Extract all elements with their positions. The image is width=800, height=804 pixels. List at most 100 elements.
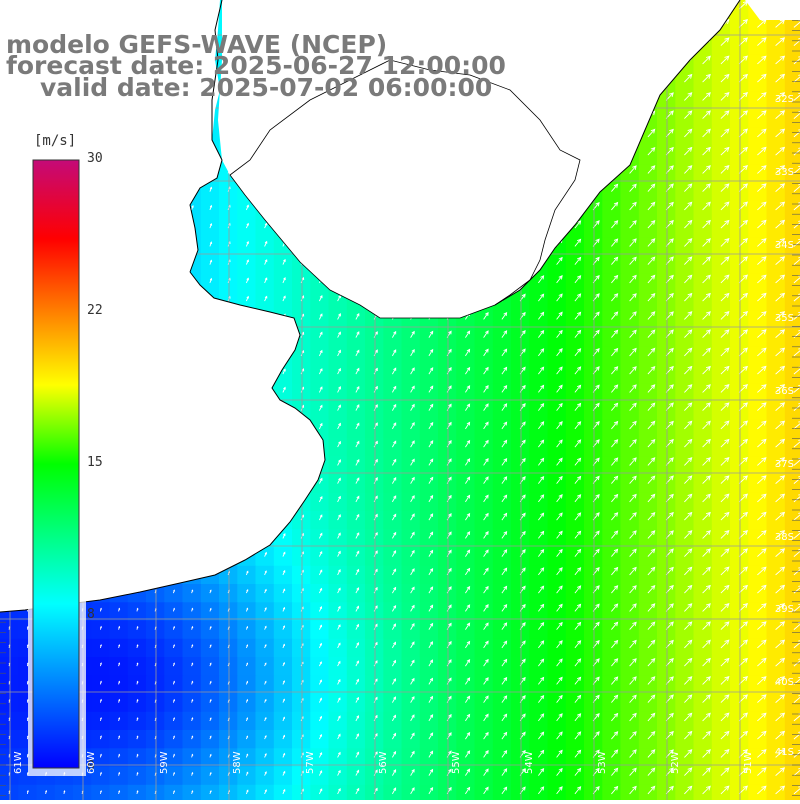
wind-arrow-head <box>448 586 452 590</box>
field-cell <box>383 638 403 658</box>
wind-arrow-head <box>540 275 545 280</box>
wind-arrow <box>410 550 415 557</box>
wind-arrow <box>556 403 563 411</box>
field-cell <box>511 438 530 457</box>
field-cell <box>511 346 530 366</box>
wind-arrow-head <box>687 347 693 353</box>
field-cell <box>602 456 622 476</box>
field-cell <box>638 310 658 330</box>
wind-arrow <box>483 586 489 594</box>
wind-arrow <box>793 313 800 320</box>
wind-arrow <box>738 585 748 594</box>
wind-arrow-head <box>687 128 693 134</box>
field-cell <box>346 784 366 804</box>
wind-arrow-head <box>669 165 674 171</box>
wind-arrow <box>738 274 748 284</box>
field-cell <box>346 711 366 731</box>
wind-arrow <box>684 128 693 138</box>
field-cell <box>237 675 257 695</box>
field-cell <box>675 164 695 184</box>
wind-arrow <box>757 402 767 411</box>
wind-arrow <box>629 494 637 503</box>
field-cell <box>365 474 384 494</box>
wind-arrow-head <box>687 365 693 371</box>
field-cell <box>675 328 695 348</box>
wind-arrow <box>757 220 767 229</box>
field-cell <box>419 438 439 457</box>
field-cell <box>602 401 622 421</box>
wind-arrow-head <box>613 457 619 462</box>
wind-arrow <box>556 421 563 430</box>
field-cell <box>383 383 403 403</box>
wind-arrow-head <box>100 607 102 610</box>
wind-arrow <box>410 459 415 466</box>
field-cell <box>784 565 800 585</box>
wind-arrow <box>337 313 341 320</box>
wind-arrow-head <box>650 183 656 189</box>
field-cell <box>547 602 567 622</box>
wind-arrow-head <box>650 293 656 298</box>
wind-arrow-head <box>705 457 711 463</box>
wind-arrow <box>775 274 785 284</box>
wind-arrow-head <box>761 329 767 335</box>
field-cell <box>638 273 658 293</box>
field-cell <box>456 657 476 676</box>
field-cell <box>547 730 567 749</box>
field-cell <box>146 784 165 804</box>
wind-arrow <box>647 512 656 521</box>
wind-arrow-head <box>613 220 619 225</box>
wind-arrow-head <box>742 183 748 189</box>
field-cell <box>109 675 129 695</box>
wind-arrow <box>574 312 581 320</box>
field-cell <box>91 602 111 622</box>
field-cell <box>328 657 348 676</box>
wind-arrow <box>337 331 341 338</box>
field-cell <box>675 584 695 603</box>
field-cell <box>547 547 567 567</box>
wind-arrow-head <box>429 476 434 481</box>
wind-arrow-head <box>650 220 656 225</box>
wind-arrow <box>538 476 544 484</box>
field-cell <box>638 565 658 585</box>
wind-arrow <box>738 366 748 375</box>
wind-arrow <box>556 531 563 539</box>
wind-arrow-head <box>779 55 786 61</box>
field-cell <box>693 310 713 330</box>
field-cell <box>675 401 695 421</box>
wind-arrow <box>757 347 767 357</box>
wind-arrow-head <box>669 603 674 609</box>
field-cell <box>693 620 713 640</box>
wind-arrow <box>757 201 767 211</box>
wind-arrow-head <box>779 92 786 98</box>
field-cell <box>657 693 676 713</box>
field-cell <box>328 602 348 622</box>
wind-arrow-head <box>319 606 323 609</box>
wind-arrow <box>775 457 785 466</box>
wind-arrow-head <box>448 403 452 408</box>
field-cell <box>383 711 403 731</box>
wind-arrow-head <box>742 292 748 298</box>
wind-arrow-head <box>687 92 693 98</box>
wind-arrow-head <box>558 348 563 353</box>
wind-arrow-head <box>429 568 434 572</box>
wind-arrow <box>465 349 470 357</box>
wind-arrow <box>720 165 730 174</box>
wind-arrow-head <box>650 512 656 517</box>
field-cell <box>255 273 275 293</box>
wind-arrow-head <box>374 495 378 499</box>
wind-arrow <box>355 459 360 466</box>
field-cell <box>784 657 800 676</box>
field-cell <box>492 784 512 804</box>
field-cell <box>657 602 676 622</box>
wind-arrow-head <box>191 589 194 592</box>
wind-arrow <box>702 329 711 338</box>
field-cell <box>693 456 713 476</box>
wind-arrow <box>720 274 730 284</box>
wind-arrow-head <box>724 128 730 134</box>
wind-arrow-head <box>246 295 249 299</box>
field-cell <box>657 766 676 786</box>
field-cell <box>346 438 366 457</box>
wind-arrow <box>702 457 711 466</box>
wind-arrow-head <box>264 570 267 573</box>
wind-arrow-head <box>705 292 711 298</box>
